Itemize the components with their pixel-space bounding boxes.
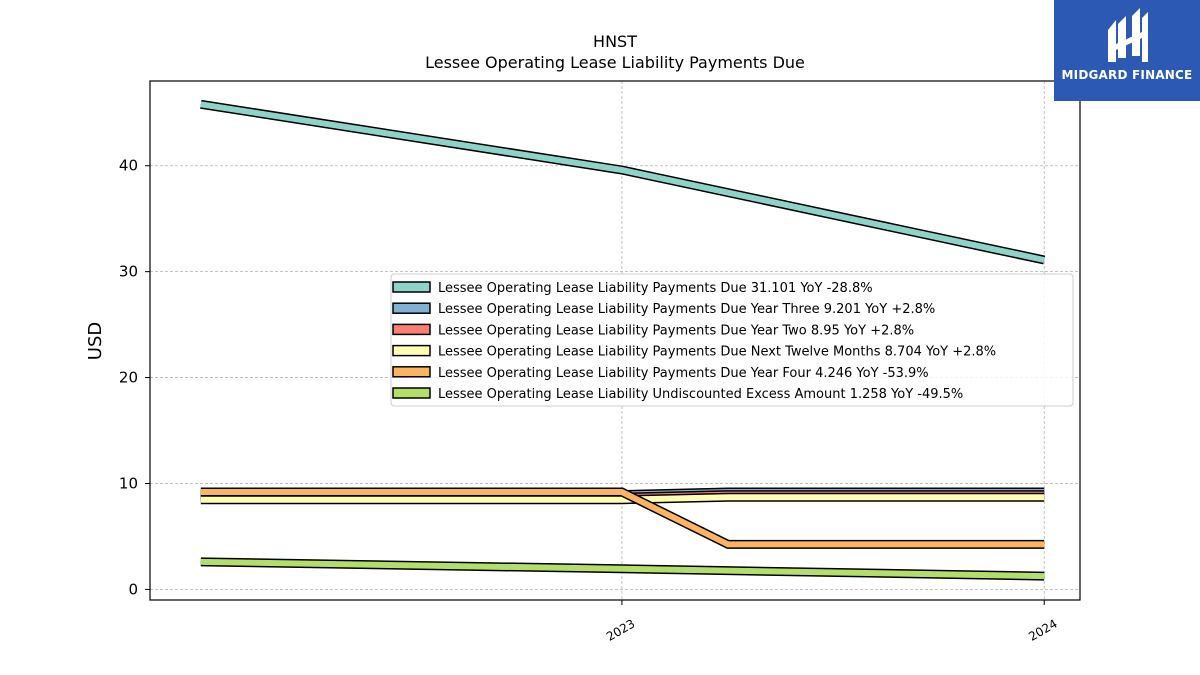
plot-frame: [149, 80, 1081, 601]
series-line-outline: [200, 99, 1046, 265]
y-axis-ticks: 0 10 20 30 40: [119, 157, 150, 598]
legend-swatch: [392, 387, 431, 399]
legend-swatch: [392, 366, 431, 378]
series-line: [200, 101, 1045, 263]
legend-swatch: [392, 281, 431, 293]
logo-text: MIDGARD FINANCE: [1061, 68, 1193, 82]
legend-swatch: [392, 323, 431, 336]
series-line: [200, 494, 1045, 503]
legend-label: Lessee Operating Lease Liability Payment…: [438, 281, 873, 296]
logo-mark-icon: [1108, 8, 1148, 62]
brand-logo: MIDGARD FINANCE: [1054, 0, 1200, 101]
series-line: [200, 489, 1045, 548]
y-tick-label: 30: [119, 263, 138, 281]
legend-swatch: [392, 344, 431, 357]
legend-label: Lessee Operating Lease Liability Payment…: [438, 323, 914, 338]
legend-box: [390, 273, 1074, 407]
chart-subtitle: Lessee Operating Lease Liability Payment…: [425, 53, 805, 72]
series-line: [200, 558, 1045, 580]
y-tick-label: 10: [119, 474, 138, 492]
legend-swatch: [392, 302, 431, 314]
legend-label: Lessee Operating Lease Liability Undisco…: [438, 387, 963, 402]
x-tick-label: 2023: [604, 616, 637, 643]
legend-label: Lessee Operating Lease Liability Payment…: [438, 345, 996, 360]
x-axis-ticks: 2023 2024: [604, 600, 1060, 644]
series-lines: [200, 99, 1046, 581]
legend: Lessee Operating Lease Liability Payment…: [390, 273, 1074, 407]
y-tick-label: 0: [128, 580, 138, 598]
legend-label: Lessee Operating Lease Liability Payment…: [438, 302, 935, 317]
x-tick-label: 2024: [1026, 616, 1059, 643]
y-axis-label: USD: [85, 322, 106, 360]
chart-title: HNST: [593, 32, 637, 51]
y-tick-label: 20: [119, 369, 138, 387]
y-tick-label: 40: [119, 157, 138, 175]
legend-label: Lessee Operating Lease Liability Payment…: [438, 366, 929, 381]
